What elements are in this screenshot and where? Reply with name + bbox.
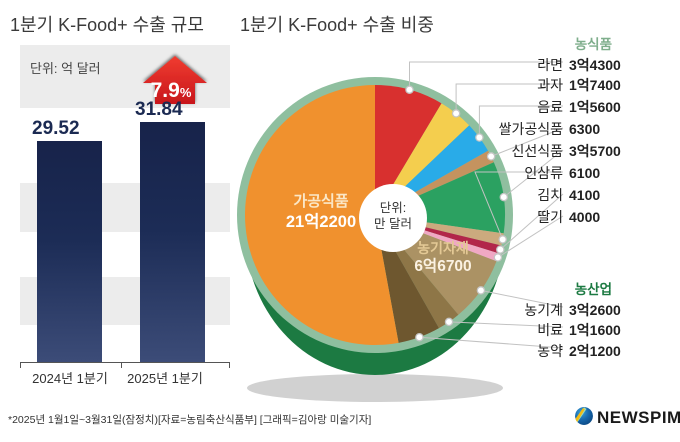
svg-text:가공식품: 가공식품 [293, 193, 348, 210]
svg-text:만 달러: 만 달러 [374, 217, 412, 231]
svg-text:21억2200: 21억2200 [286, 212, 356, 231]
svg-text:6억6700: 6억6700 [414, 256, 471, 275]
svg-text:단위:: 단위: [380, 201, 406, 215]
svg-text:농기자재: 농기자재 [417, 240, 469, 256]
